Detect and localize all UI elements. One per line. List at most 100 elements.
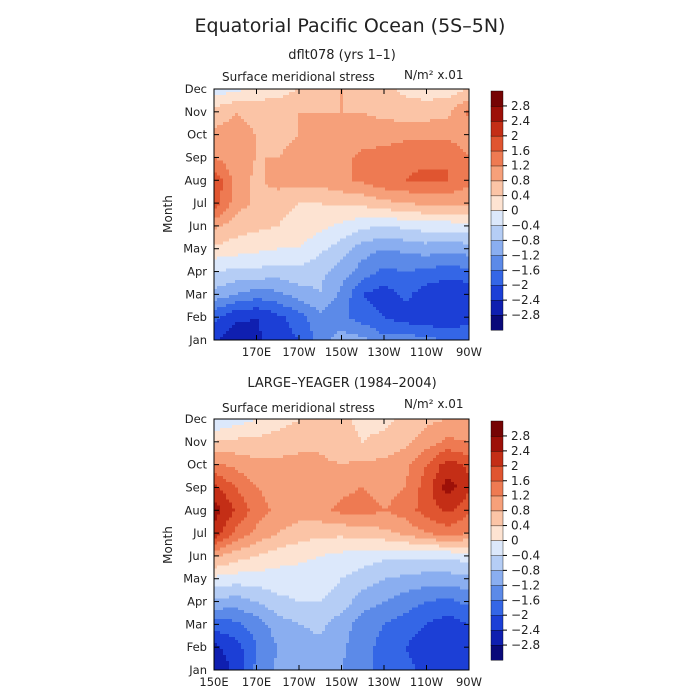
heatmap-cell — [220, 151, 224, 156]
heatmap-cell — [391, 259, 395, 263]
heatmap-cell — [463, 151, 467, 156]
heatmap-cell — [400, 187, 404, 192]
heatmap-cell — [247, 196, 251, 201]
heatmap-cell — [232, 106, 236, 111]
heatmap-cell — [313, 223, 317, 228]
heatmap-cell — [316, 136, 320, 141]
heatmap-cell — [313, 256, 317, 260]
heatmap-cell — [349, 130, 353, 135]
heatmap-cell — [409, 184, 413, 189]
heatmap-cell — [292, 118, 296, 123]
heatmap-cell — [349, 154, 353, 159]
heatmap-cell — [343, 244, 347, 248]
heatmap-cell — [244, 109, 248, 114]
heatmap-cell — [247, 130, 251, 135]
heatmap-cell — [250, 139, 254, 144]
heatmap-cell — [382, 163, 386, 168]
heatmap-cell — [454, 220, 458, 225]
heatmap-cell — [403, 148, 407, 153]
heatmap-cell — [265, 244, 269, 248]
heatmap-cell — [340, 169, 344, 174]
heatmap-cell — [310, 136, 314, 141]
heatmap-cell — [265, 91, 269, 96]
heatmap-cell — [256, 256, 260, 260]
heatmap-cell — [226, 139, 230, 144]
heatmap-cell — [451, 253, 455, 257]
heatmap-cell — [412, 172, 416, 177]
heatmap-cell — [427, 133, 431, 138]
heatmap-cell — [334, 169, 338, 174]
heatmap-cell — [352, 253, 356, 257]
heatmap-cell — [433, 154, 437, 159]
heatmap-cell — [334, 211, 338, 216]
heatmap-cell — [466, 127, 470, 132]
heatmap-cell — [427, 187, 431, 192]
heatmap-cell — [274, 169, 278, 174]
heatmap-cell — [262, 115, 266, 120]
heatmap-cell — [259, 205, 263, 210]
heatmap-cell — [457, 175, 461, 180]
heatmap-cell — [415, 148, 419, 153]
heatmap-cell — [256, 235, 260, 240]
heatmap-cell — [346, 148, 350, 153]
heatmap-cell — [328, 103, 332, 108]
heatmap-cell — [325, 151, 329, 156]
heatmap-cell — [298, 124, 302, 129]
heatmap-cell — [406, 229, 410, 234]
heatmap-cell — [415, 154, 419, 159]
heatmap-cell — [325, 241, 329, 245]
heatmap-cell — [412, 166, 416, 171]
heatmap-cell — [310, 232, 314, 237]
heatmap-cell — [346, 253, 350, 257]
heatmap-cell — [214, 244, 218, 248]
heatmap-cell — [265, 133, 269, 138]
heatmap-cell — [286, 211, 290, 216]
heatmap-cell — [424, 184, 428, 189]
heatmap-cell — [265, 178, 269, 183]
heatmap-cell — [316, 145, 320, 150]
heatmap-cell — [247, 124, 251, 129]
heatmap-cell — [256, 157, 260, 162]
heatmap-cell — [406, 166, 410, 171]
heatmap-cell — [271, 166, 275, 171]
heatmap-cell — [319, 250, 323, 254]
heatmap-cell — [214, 253, 218, 257]
heatmap-cell — [337, 187, 341, 192]
heatmap-cell — [454, 136, 458, 141]
heatmap-cell — [436, 124, 440, 129]
heatmap-cell — [256, 226, 260, 231]
heatmap-cell — [349, 160, 353, 165]
heatmap-cell — [379, 100, 383, 105]
heatmap-cell — [349, 205, 353, 210]
heatmap-cell — [454, 115, 458, 120]
heatmap-cell — [418, 109, 422, 114]
heatmap-cell — [460, 91, 464, 96]
heatmap-cell — [328, 214, 332, 219]
heatmap-cell — [247, 238, 251, 242]
heatmap-cell — [337, 241, 341, 245]
heatmap-cell — [382, 154, 386, 159]
heatmap-cell — [235, 115, 239, 120]
heatmap-cell — [343, 190, 347, 195]
heatmap-cell — [370, 238, 374, 242]
heatmap-cell — [445, 217, 449, 222]
heatmap-cell — [247, 136, 251, 141]
heatmap-cell — [301, 256, 305, 260]
heatmap-cell — [385, 133, 389, 138]
heatmap-cell — [418, 208, 422, 213]
heatmap-cell — [364, 199, 368, 204]
heatmap-cell — [433, 115, 437, 120]
heatmap-cell — [427, 235, 431, 240]
heatmap-cell — [412, 148, 416, 153]
heatmap-cell — [400, 190, 404, 195]
heatmap-cell — [229, 160, 233, 165]
heatmap-cell — [466, 151, 470, 156]
heatmap-cell — [310, 190, 314, 195]
heatmap-cell — [322, 100, 326, 105]
heatmap-cell — [343, 250, 347, 254]
heatmap-cell — [313, 190, 317, 195]
heatmap-cell — [451, 178, 455, 183]
heatmap-cell — [343, 232, 347, 237]
heatmap-cell — [361, 157, 365, 162]
heatmap-cell — [439, 124, 443, 129]
